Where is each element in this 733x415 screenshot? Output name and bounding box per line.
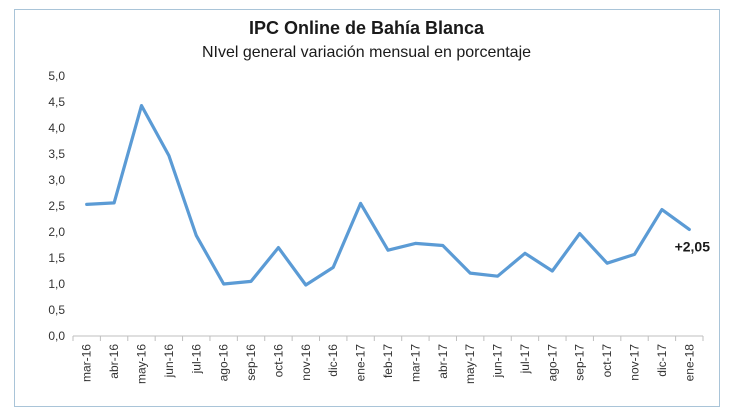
x-tick-label: oct-17 bbox=[600, 344, 614, 378]
x-tick-label: ago-16 bbox=[217, 344, 231, 382]
y-tick-label: 2,5 bbox=[48, 199, 65, 213]
y-tick-label: 0,5 bbox=[48, 303, 65, 317]
x-tick-label: abr-17 bbox=[436, 344, 450, 379]
x-tick-label: may-16 bbox=[134, 344, 148, 384]
y-tick-label: 0,0 bbox=[48, 329, 65, 343]
x-tick-label: dic-16 bbox=[326, 344, 340, 377]
series-line bbox=[85, 103, 691, 287]
x-tick-label: mar-17 bbox=[408, 344, 422, 382]
x-tick-label: feb-17 bbox=[381, 344, 395, 378]
x-axis: mar-16 abr-16 may-16 jun-16 jul-16 ago-16 sep-… bbox=[72, 335, 704, 384]
y-tick-label: 4,5 bbox=[48, 95, 65, 109]
chart-title: IPC Online de Bahía Blanca bbox=[248, 18, 485, 38]
last-value-annotation: +2,05 bbox=[675, 238, 711, 254]
x-tick-label: ago-17 bbox=[545, 344, 559, 382]
y-axis: 0,0 0,5 1,0 1,5 2,0 2,5 3,0 3,5 4,0 4,5 5,0 bbox=[48, 69, 65, 343]
series-group bbox=[85, 103, 691, 287]
x-tick-label: abr-16 bbox=[107, 344, 121, 379]
y-tick-label: 2,0 bbox=[48, 225, 65, 239]
x-tick-label: may-17 bbox=[463, 344, 477, 384]
y-tick-label: 3,5 bbox=[48, 147, 65, 161]
y-tick-label: 1,0 bbox=[48, 277, 65, 291]
x-tick-label: sep-17 bbox=[573, 344, 587, 381]
x-tick-label: jun-16 bbox=[162, 344, 176, 379]
x-tick-label: ene-17 bbox=[354, 344, 368, 382]
chart-frame bbox=[14, 9, 720, 407]
chart-subtitle: NIvel general variación mensual en porce… bbox=[201, 44, 532, 61]
x-tick-label: jul-16 bbox=[189, 344, 203, 375]
x-tick-label: nov-16 bbox=[299, 344, 313, 381]
x-tick-label: jul-17 bbox=[518, 344, 532, 375]
y-tick-label: 1,5 bbox=[48, 251, 65, 265]
x-tick-label: dic-17 bbox=[655, 344, 669, 377]
y-tick-label: 3,0 bbox=[48, 173, 65, 187]
x-tick-label: mar-16 bbox=[80, 344, 94, 382]
x-tick-label: nov-17 bbox=[628, 344, 642, 381]
y-tick-label: 5,0 bbox=[48, 69, 65, 83]
x-tick-label: jun-17 bbox=[491, 344, 505, 379]
x-tick-label: sep-16 bbox=[244, 344, 258, 381]
x-tick-label: oct-16 bbox=[271, 344, 285, 378]
y-tick-label: 4,0 bbox=[48, 121, 65, 135]
x-tick-label: ene-18 bbox=[682, 344, 696, 382]
